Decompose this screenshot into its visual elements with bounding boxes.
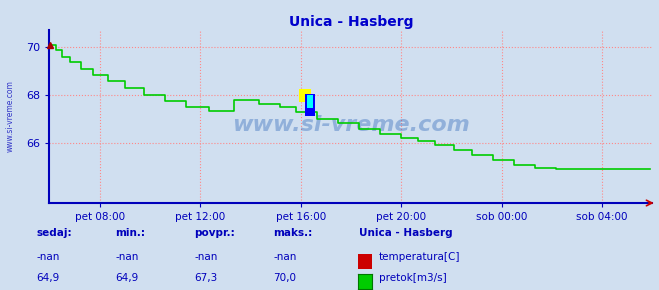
Text: 70,0: 70,0 — [273, 273, 297, 283]
Text: maks.:: maks.: — [273, 228, 313, 238]
Text: 64,9: 64,9 — [115, 273, 138, 283]
Text: www.si-vreme.com: www.si-vreme.com — [5, 80, 14, 152]
Text: sedaj:: sedaj: — [36, 228, 72, 238]
Text: min.:: min.: — [115, 228, 146, 238]
Text: www.si-vreme.com: www.si-vreme.com — [232, 115, 470, 135]
Bar — [299, 89, 311, 102]
Text: 64,9: 64,9 — [36, 273, 59, 283]
Text: -nan: -nan — [273, 251, 297, 262]
Text: -nan: -nan — [194, 251, 217, 262]
Text: -nan: -nan — [115, 251, 138, 262]
Text: -nan: -nan — [36, 251, 59, 262]
Text: temperatura[C]: temperatura[C] — [379, 251, 461, 262]
Text: 67,3: 67,3 — [194, 273, 217, 283]
Text: povpr.:: povpr.: — [194, 228, 235, 238]
Text: pretok[m3/s]: pretok[m3/s] — [379, 273, 447, 283]
Title: Unica - Hasberg: Unica - Hasberg — [289, 15, 413, 29]
Text: Unica - Hasberg: Unica - Hasberg — [359, 228, 453, 238]
Bar — [307, 95, 313, 108]
Bar — [305, 94, 315, 115]
